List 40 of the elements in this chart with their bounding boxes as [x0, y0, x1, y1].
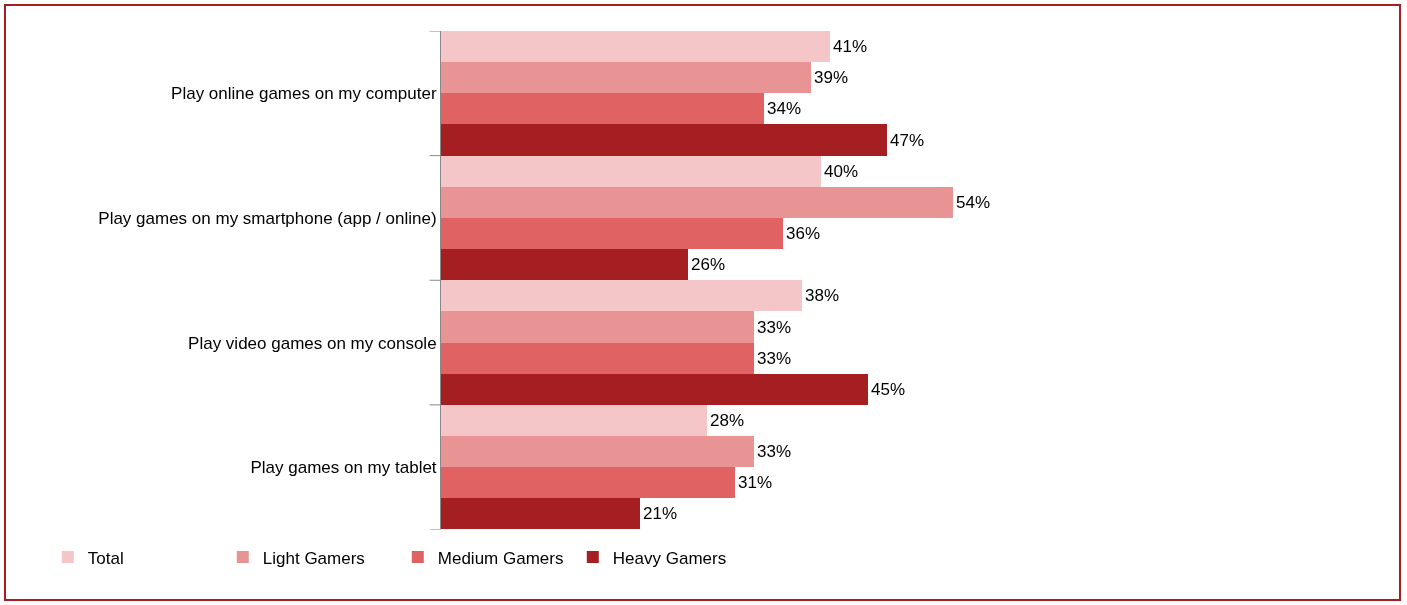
bar: [441, 62, 811, 93]
bar: [441, 467, 735, 498]
bar: [441, 436, 754, 467]
bar: [441, 405, 707, 436]
data-label: 36%: [786, 224, 821, 243]
bar: [441, 124, 887, 156]
legend-label: Light Gamers: [262, 548, 365, 568]
bar: [441, 280, 802, 311]
data-label: 31%: [738, 473, 773, 492]
data-label: 33%: [757, 349, 792, 368]
data-label: 26%: [691, 255, 726, 274]
bar: [441, 374, 868, 405]
y-tick-label: Play games on my tablet: [250, 458, 437, 478]
data-label: 28%: [710, 411, 745, 430]
bar: [441, 187, 953, 218]
data-label: 21%: [643, 504, 678, 523]
bar: [441, 498, 640, 529]
bar: [441, 343, 754, 374]
data-label: 54%: [956, 193, 991, 212]
data-label: 38%: [805, 286, 840, 305]
legend-label: Medium Gamers: [437, 548, 564, 568]
bar: [441, 31, 830, 62]
bar: [441, 218, 783, 249]
y-tick-label: Play games on my smartphone (app / online): [98, 208, 437, 228]
data-label: 40%: [824, 162, 859, 181]
bar: [441, 249, 688, 280]
data-label: 39%: [814, 68, 849, 87]
y-tick-label: Play video games on my console: [188, 333, 437, 353]
data-label: 47%: [890, 130, 925, 150]
y-tick-label: Play online games on my computer: [171, 84, 437, 104]
bar: [441, 311, 754, 343]
data-label: 45%: [871, 380, 906, 399]
legend-label: Total: [87, 548, 124, 568]
bar: [441, 93, 764, 124]
bar: [441, 156, 821, 187]
data-label: 33%: [757, 442, 792, 461]
legend-label: Heavy Gamers: [612, 548, 727, 568]
data-label: 33%: [757, 317, 792, 337]
data-label: 34%: [767, 99, 802, 118]
data-label: 41%: [833, 37, 868, 56]
